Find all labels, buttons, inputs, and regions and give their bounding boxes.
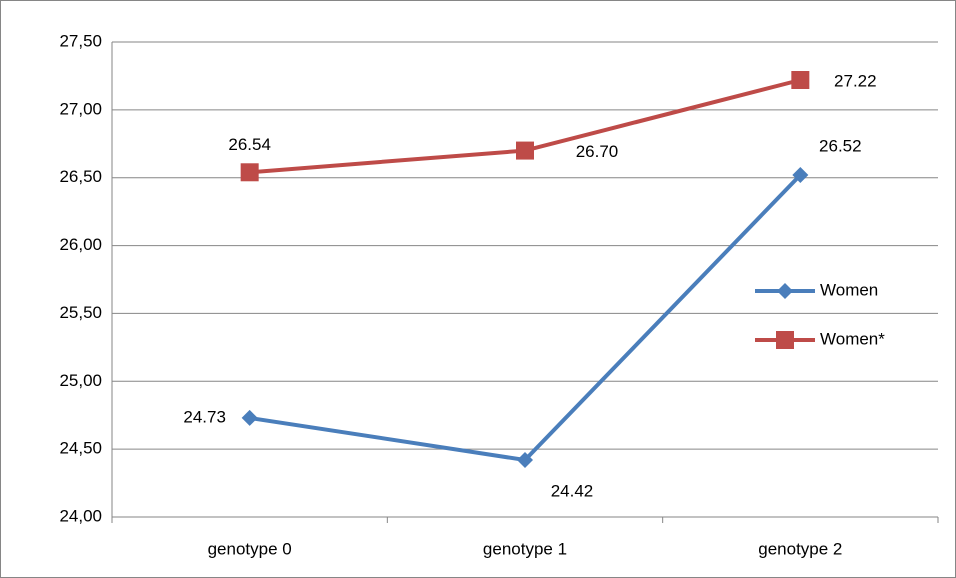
y-tick-label: 27,00 — [59, 99, 102, 118]
y-tick-label: 24,00 — [59, 506, 102, 525]
y-tick-label: 25,50 — [59, 303, 102, 322]
x-tick-label: genotype 0 — [208, 539, 292, 558]
data-label: 26.52 — [819, 136, 862, 155]
data-label: 27.22 — [834, 71, 877, 90]
legend-label: Women* — [820, 329, 885, 348]
y-tick-label: 25,00 — [59, 371, 102, 390]
point — [241, 409, 258, 426]
y-tick-label: 26,00 — [59, 235, 102, 254]
x-tick-label: genotype 1 — [483, 539, 567, 558]
data-label: 24.42 — [551, 481, 594, 500]
legend-label: Women — [820, 280, 878, 299]
point — [516, 141, 534, 160]
point — [791, 71, 810, 89]
y-tick-label: 26,50 — [59, 167, 102, 186]
data-label: 26.70 — [576, 142, 619, 161]
y-tick-label: 24,50 — [59, 439, 102, 458]
point — [792, 167, 809, 183]
point — [240, 163, 259, 182]
legend-marker — [776, 331, 794, 349]
data-label: 24.73 — [183, 407, 226, 426]
x-tick-label: genotype 2 — [758, 539, 842, 558]
y-tick-label: 27,50 — [59, 31, 102, 50]
data-label: 26.54 — [228, 135, 271, 154]
legend-marker — [777, 283, 793, 299]
point — [517, 452, 533, 468]
